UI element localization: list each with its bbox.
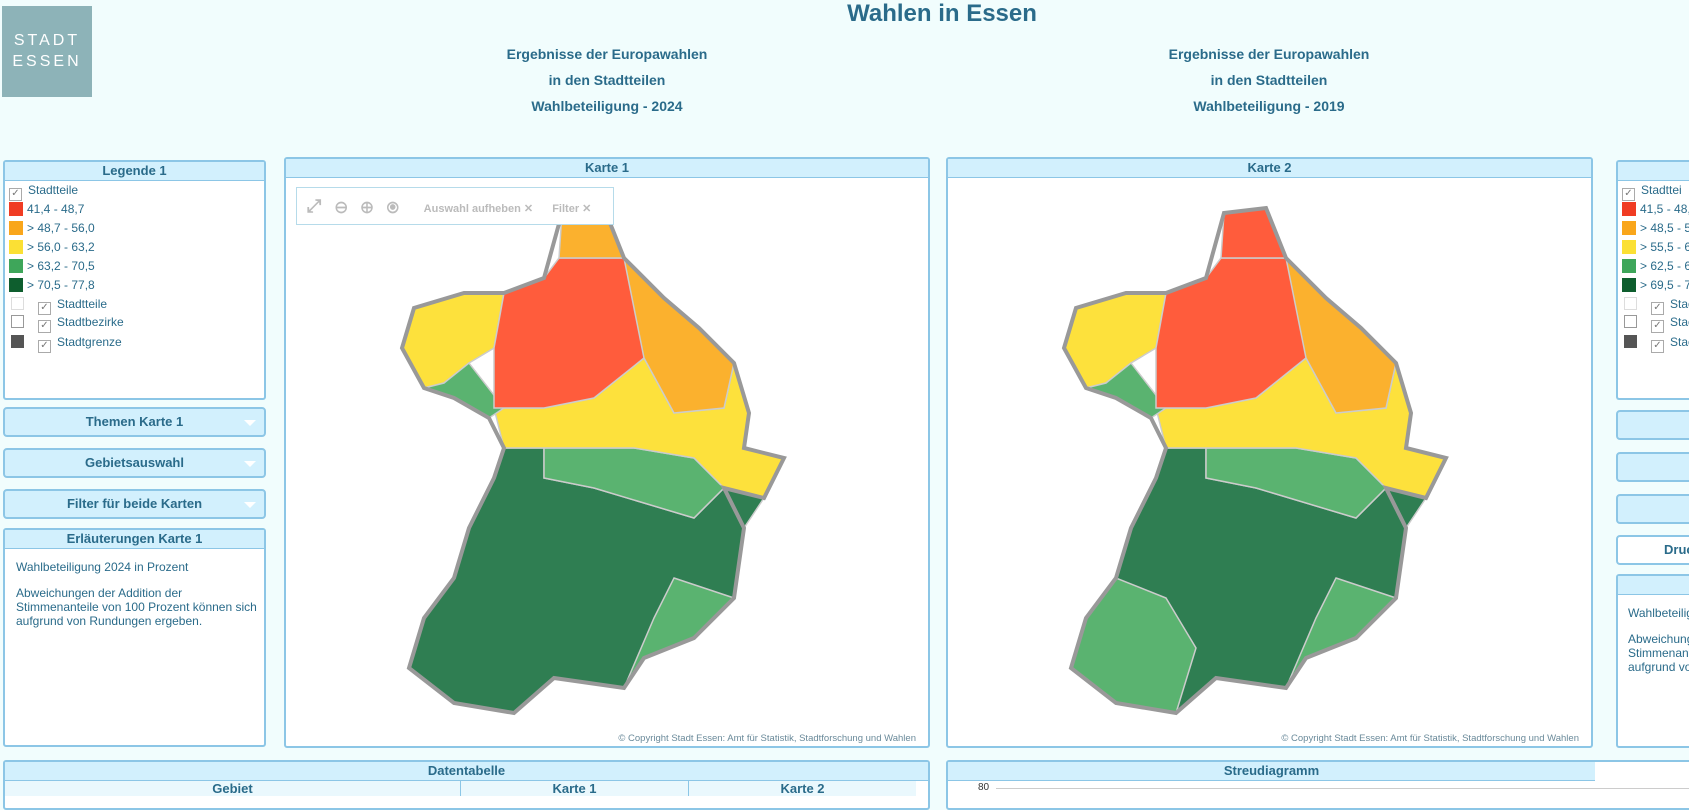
logo-text: ESSEN: [12, 53, 82, 70]
dropdown[interactable]: Gebietsauswahl: [3, 448, 266, 478]
label: Stadttei: [1641, 183, 1682, 197]
subtitle-line: in den Stadtteilen: [548, 72, 666, 88]
legend-row[interactable]: ✓ Stadtteile: [11, 297, 107, 315]
map-panel: Karte 2 © Copyright Stadt Essen: Amt für…: [946, 157, 1593, 748]
legend-panel: Legende 1 ✓ Stadtteile 41,4 - 48,7 > 48,7…: [3, 160, 266, 400]
legend-row[interactable]: ✓ Stadtbezirke: [11, 315, 124, 333]
dropdown[interactable]: Filter für beide Karten: [3, 489, 266, 519]
map[interactable]: [286, 178, 928, 746]
note: Wahlbeteilig: [1628, 606, 1689, 620]
note: Abweichungen der Addition der: [16, 586, 183, 600]
legend-row[interactable]: ✓Stac: [1624, 335, 1689, 353]
legend-row: > 63,2 - 70,5: [9, 259, 95, 273]
panel-header: [1618, 162, 1689, 181]
legend-row[interactable]: ✓ Stadtgrenze: [11, 335, 122, 353]
note: aufgrund von Rundungen ergeben.: [16, 614, 203, 628]
dropdown[interactable]: Themen Karte 1: [3, 407, 266, 437]
column-header[interactable]: Karte 1: [461, 781, 689, 796]
label: > 48,5 - 5: [1640, 221, 1689, 235]
panel-header: Erläuterungen Karte 1: [5, 530, 264, 549]
label: Gebietsauswahl: [85, 455, 184, 470]
logo[interactable]: STADT ESSEN: [2, 6, 92, 97]
label: 41,5 - 48,: [1640, 202, 1689, 216]
toolbar-icons[interactable]: ⤢⊖⊕⦿: [307, 196, 413, 216]
legend-row: > 56,0 - 63,2: [9, 240, 95, 254]
legend-row[interactable]: ✓Stac: [1624, 297, 1689, 315]
note: Stimmenanteile von 100 Prozent können si…: [16, 600, 257, 614]
label: > 63,2 - 70,5: [27, 259, 95, 273]
label: Stac: [1670, 315, 1689, 329]
map[interactable]: [948, 178, 1591, 746]
y-tick-label: 80: [978, 782, 990, 793]
notes-panel: Erläuterungen Karte 1 Wahlbeteiligung 20…: [3, 528, 266, 747]
legend-row: > 48,7 - 56,0: [9, 221, 95, 235]
panel-header: Streudiagramm: [948, 762, 1595, 781]
label: > 69,5 - 7: [1640, 278, 1689, 292]
legend-panel: ✓ Stadttei 41,5 - 48, > 48,5 - 5 > 55,5 -…: [1616, 160, 1689, 400]
panel-header: E: [1618, 576, 1689, 595]
label: Stadtgrenze: [57, 335, 122, 349]
label: > 48,7 - 56,0: [27, 221, 95, 235]
copyright: © Copyright Stadt Essen: Amt für Statist…: [618, 733, 916, 744]
logo-text: STADT: [13, 32, 81, 49]
label: Stac: [1670, 335, 1689, 349]
legend-row: > 55,5 - 6: [1622, 240, 1689, 254]
subtitle-line: Ergebnisse der Europawahlen: [1168, 46, 1370, 62]
legend-row: > 48,5 - 5: [1622, 221, 1689, 235]
label: Stadtteile: [28, 183, 79, 197]
legend-row: > 69,5 - 7: [1622, 278, 1689, 292]
grid-line: [996, 788, 1689, 789]
toolbar-button[interactable]: Filter: [552, 203, 580, 215]
column-header[interactable]: Gebiet: [5, 781, 461, 796]
subtitle-line: Wahlbeteiligung - 2024: [531, 98, 683, 114]
page-title: Wahlen in Essen: [847, 0, 1037, 27]
note: Stimmenant: [1628, 646, 1689, 660]
panel-header: Karte 1: [286, 159, 928, 178]
label: Filter für beide Karten: [66, 496, 203, 511]
subtitle-line: Ergebnisse der Europawahlen: [506, 46, 708, 62]
subtitle: Ergebnisse der Europawahlen in den Stadtt…: [1019, 41, 1519, 119]
map-panel: Karte 1 ⤢⊖⊕⦿ Auswahl aufheben ✕ Filter ✕…: [284, 157, 930, 748]
table-panel: Datentabelle Gebiet Karte 1 Karte 2: [3, 760, 930, 810]
map-regions: [1062, 206, 1448, 715]
panel-header: Legende 1: [5, 162, 264, 181]
dropdown[interactable]: [1616, 452, 1689, 482]
label: > 62,5 - 6: [1640, 259, 1689, 273]
note: Abweichung: [1628, 632, 1689, 646]
subtitle-line: Wahlbeteiligung - 2019: [1193, 98, 1345, 114]
label: 41,4 - 48,7: [27, 202, 85, 216]
button[interactable]: Druc: [1616, 535, 1689, 565]
label: > 55,5 - 6: [1640, 240, 1689, 254]
notes-panel: E Wahlbeteilig Abweichung Stimmenant auf…: [1616, 574, 1689, 748]
legend-row: > 70,5 - 77,8: [9, 278, 95, 292]
legend-row: 41,5 - 48,: [1622, 202, 1689, 216]
legend-row[interactable]: ✓ Stadttei: [1622, 183, 1682, 201]
legend-row: 41,4 - 48,7: [9, 202, 84, 216]
legend-row[interactable]: ✓Stac: [1624, 315, 1689, 333]
dropdown[interactable]: [1616, 410, 1689, 440]
subtitle: Ergebnisse der Europawahlen in den Stadtt…: [357, 41, 857, 119]
column-header[interactable]: Karte 2: [689, 781, 916, 796]
toolbar-button[interactable]: Auswahl aufheben: [423, 203, 521, 215]
label: Stadtbezirke: [57, 315, 124, 329]
note: Wahlbeteiligung 2024 in Prozent: [16, 560, 189, 574]
label: Druc: [1664, 542, 1689, 557]
copyright: © Copyright Stadt Essen: Amt für Statist…: [1281, 733, 1579, 744]
label: Stadtteile: [57, 297, 108, 311]
subtitle-line: in den Stadtteilen: [1210, 72, 1328, 88]
label: Stac: [1670, 297, 1689, 311]
map-toolbar: ⤢⊖⊕⦿ Auswahl aufheben ✕ Filter ✕: [296, 187, 614, 225]
legend-row: > 62,5 - 6: [1622, 259, 1689, 273]
label: Themen Karte 1: [85, 414, 184, 429]
scatter-panel: Streudiagramm 80: [946, 760, 1689, 810]
note: aufgrund vo: [1628, 660, 1689, 674]
legend-row[interactable]: ✓ Stadtteile: [9, 183, 78, 201]
label: > 56,0 - 63,2: [27, 240, 95, 254]
panel-header: Karte 2: [948, 159, 1591, 178]
label: > 70,5 - 77,8: [27, 278, 95, 292]
dropdown[interactable]: [1616, 494, 1689, 524]
panel-header: Datentabelle: [5, 762, 928, 781]
map-regions: [400, 206, 786, 715]
